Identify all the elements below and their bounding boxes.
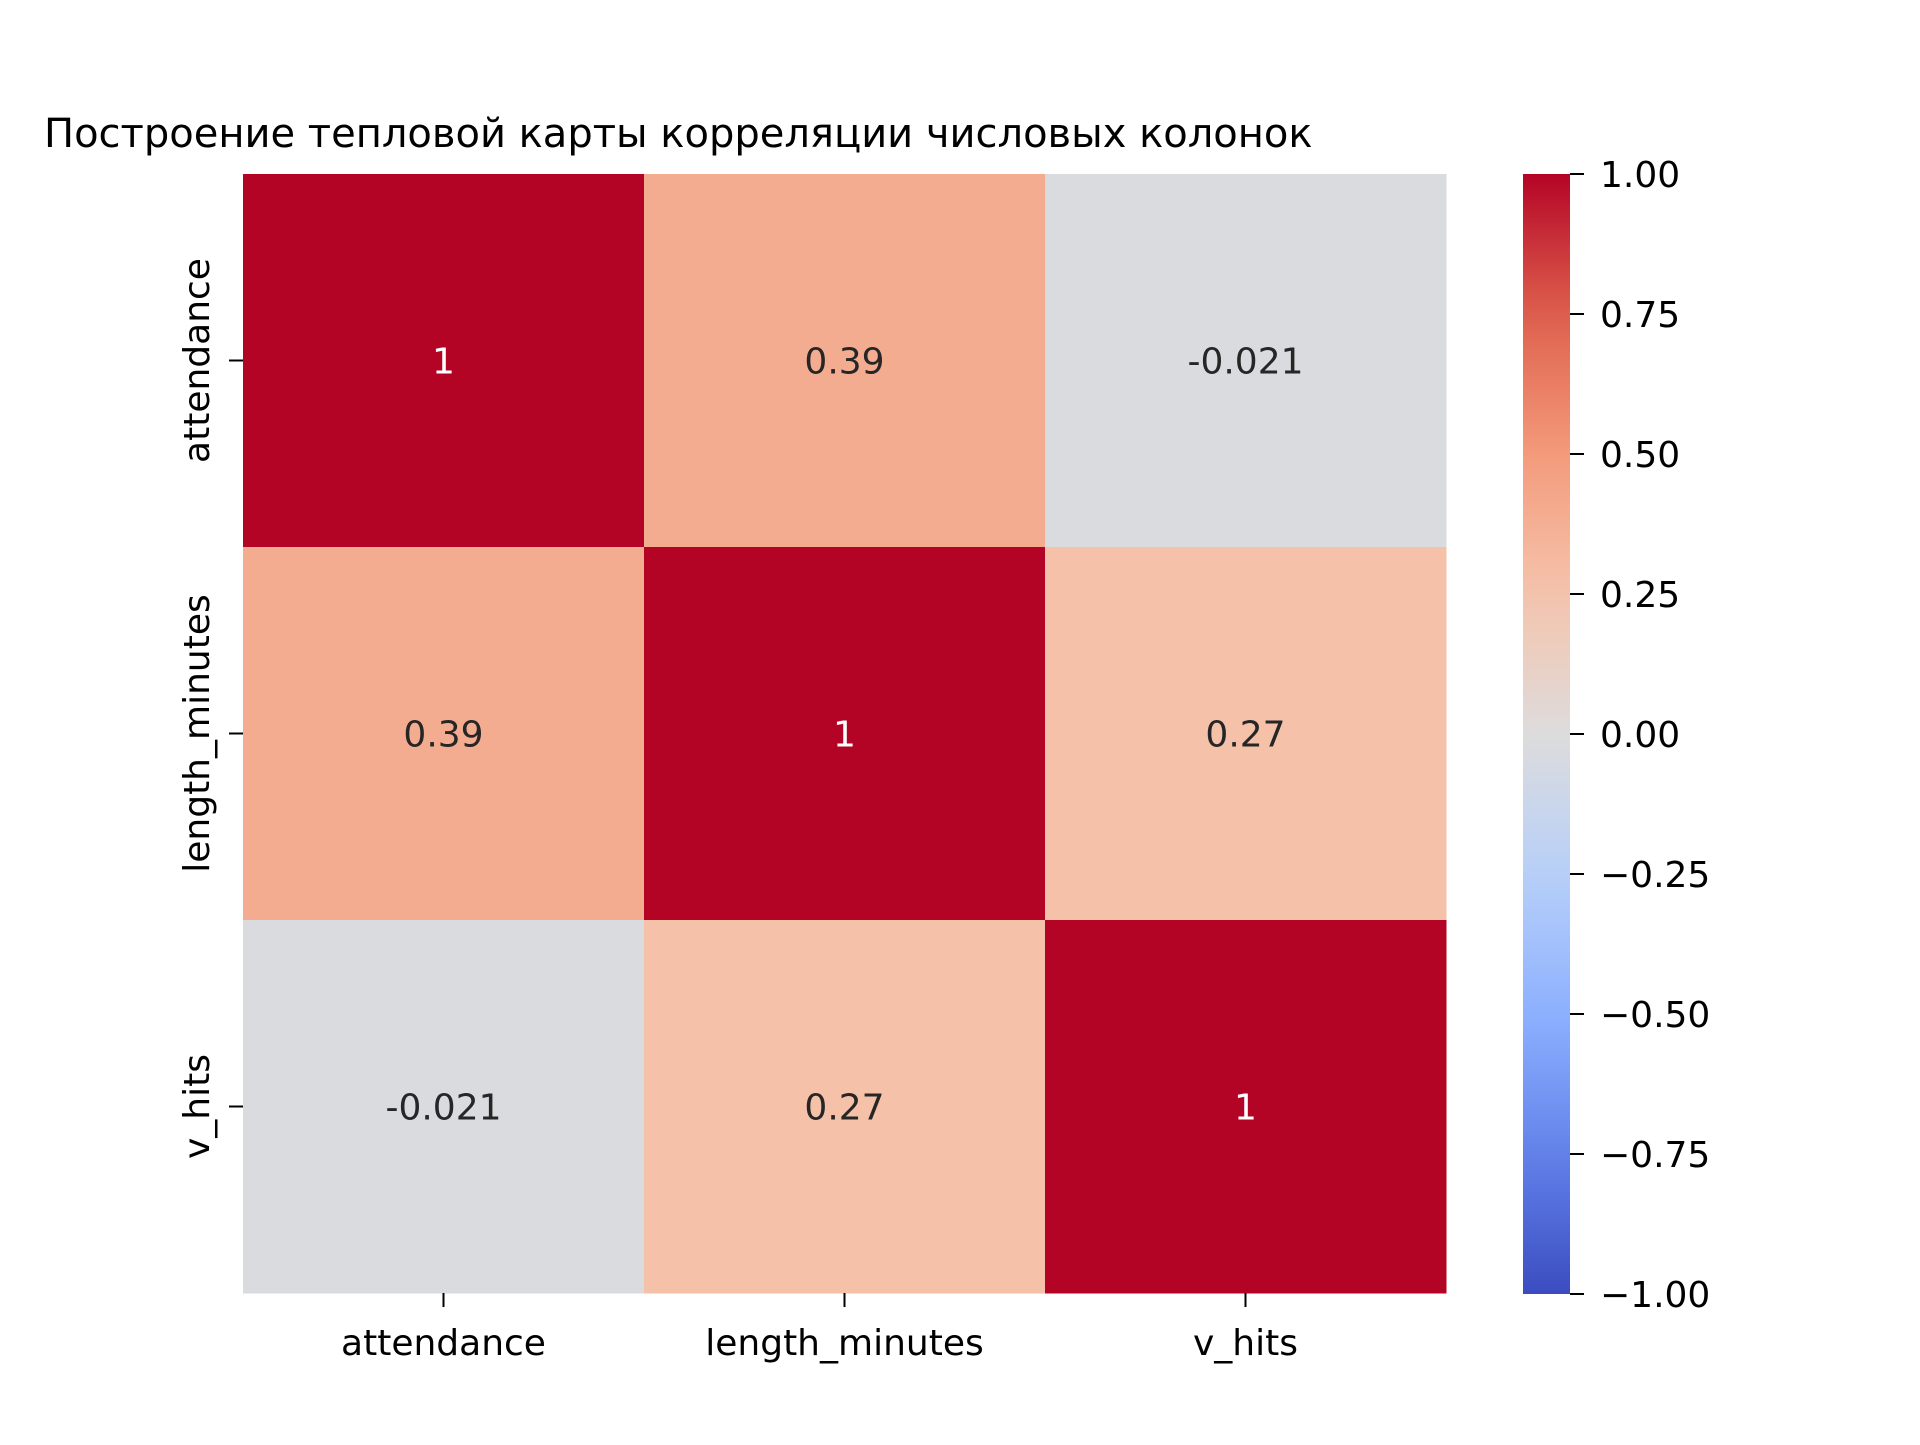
heatmap-cell (644, 174, 1046, 548)
x-tick-label: attendance (341, 1323, 546, 1364)
y-axis: attendance length_minutes v_hits (177, 258, 243, 1159)
colorbar-tick-label: −0.50 (1600, 995, 1710, 1036)
heatmap-cells (243, 174, 1447, 1294)
cell-annotation: 1 (432, 342, 455, 383)
cell-annotation: -0.021 (385, 1088, 501, 1129)
cell-annotation: 0.27 (1205, 715, 1285, 756)
heatmap-cell (644, 547, 1046, 921)
heatmap-cell (243, 174, 645, 548)
heatmap-cell (1045, 174, 1447, 548)
cell-annotation: 1 (1234, 1088, 1257, 1129)
cell-annotation: -0.021 (1187, 342, 1303, 383)
y-tick-label: v_hits (177, 1054, 218, 1159)
colorbar-tick-label: −1.00 (1600, 1275, 1710, 1316)
colorbar-gradient (1523, 174, 1570, 1294)
cell-annotation: 1 (833, 715, 856, 756)
colorbar-tick-label: 0.50 (1600, 435, 1680, 476)
heatmap-cell (644, 920, 1046, 1294)
cell-annotation: 0.27 (804, 1088, 884, 1129)
cell-annotation: 0.39 (804, 342, 884, 383)
colorbar-tick-label: 0.00 (1600, 715, 1680, 756)
cell-annotations: 1 0.39 -0.021 0.39 1 0.27 -0.021 0.27 1 (385, 342, 1303, 1129)
colorbar-tick-label: −0.75 (1600, 1135, 1710, 1176)
colorbar-tick-label: 1.00 (1600, 155, 1680, 196)
heatmap-cell (243, 547, 645, 921)
colorbar-tick-label: 0.25 (1600, 575, 1680, 616)
x-tick-label: length_minutes (705, 1323, 983, 1364)
heatmap-cell (243, 920, 645, 1294)
chart-title: Построение тепловой карты корреляции чис… (44, 111, 1313, 157)
colorbar: 1.00 0.75 0.50 0.25 0.00 −0.25 −0.50 −0.75 −1.00 (1523, 155, 1710, 1316)
cell-annotation: 0.39 (403, 715, 483, 756)
y-tick-label: attendance (177, 258, 218, 463)
x-axis: attendance length_minutes v_hits (341, 1293, 1298, 1364)
heatmap-cell (1045, 920, 1447, 1294)
colorbar-tick-label: −0.25 (1600, 855, 1710, 896)
colorbar-tick-label: 0.75 (1600, 295, 1680, 336)
y-tick-label: length_minutes (177, 594, 218, 872)
heatmap-cell (1045, 547, 1447, 921)
x-tick-label: v_hits (1193, 1323, 1298, 1364)
